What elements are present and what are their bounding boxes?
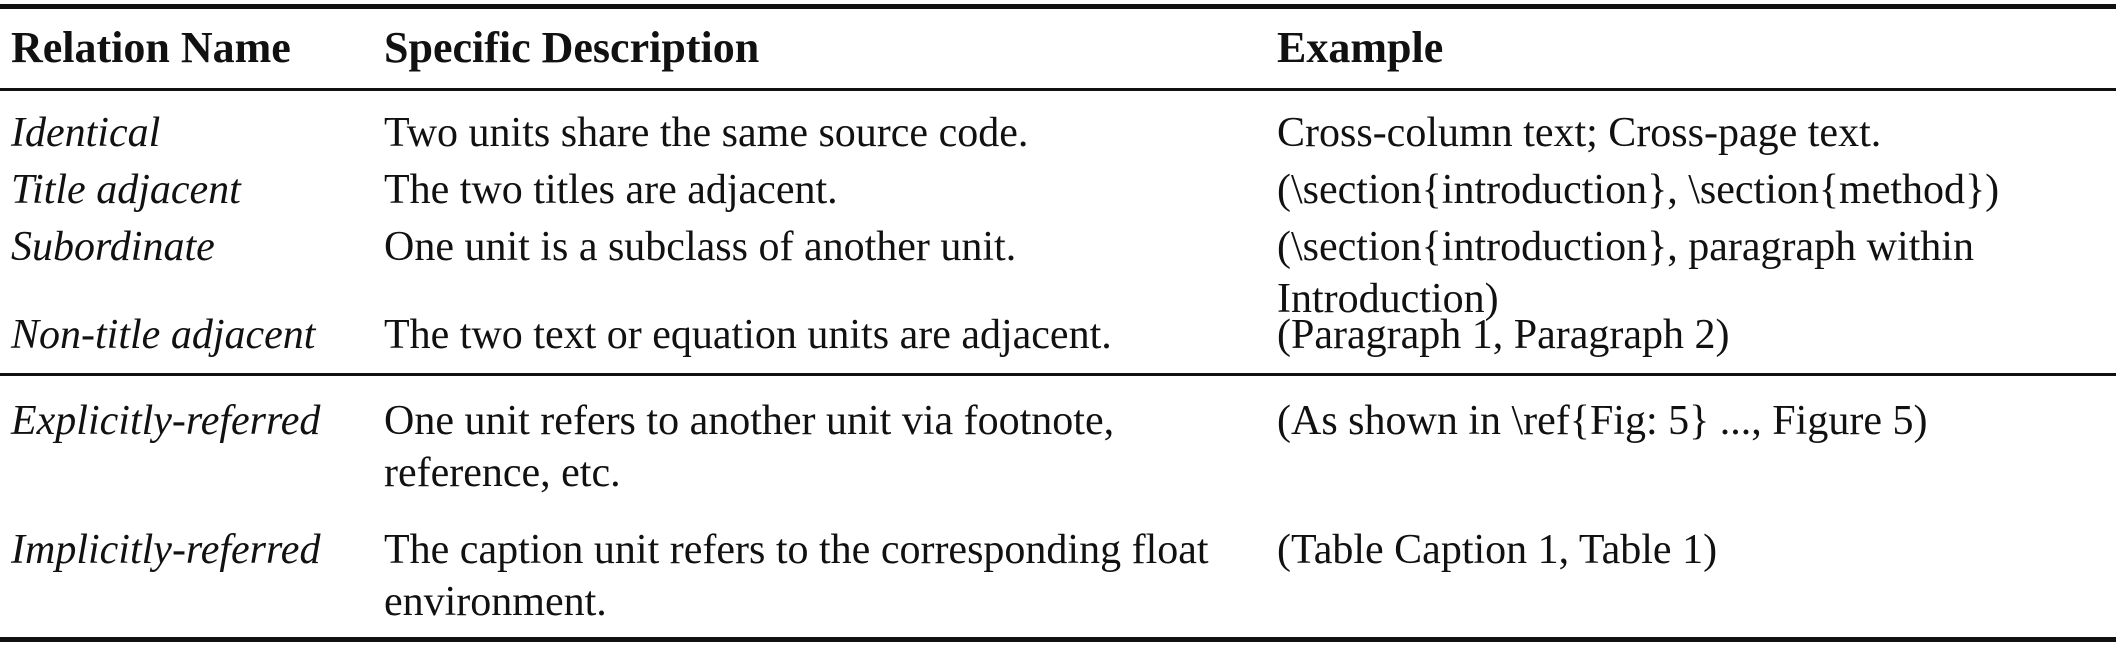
relation-name-cell: Implicitly-referred <box>11 527 321 573</box>
example-cell: (Table Caption 1, Table 1) <box>1277 527 1718 573</box>
description-cell: One unit is a subclass of another unit. <box>384 224 1017 270</box>
relation-name-cell: Non-title adjacent <box>11 312 316 358</box>
description-cell: One unit refers to another unit via foot… <box>384 398 1115 496</box>
example-cell: (As shown in \ref{Fig: 5} ..., Figure 5) <box>1277 398 1928 444</box>
table-bottom-rule <box>0 637 2116 642</box>
description-cell: The two text or equation units are adjac… <box>384 312 1112 358</box>
table-group-separator-rule <box>0 373 2116 376</box>
example-cell: Cross-column text; Cross-page text. <box>1277 110 1882 156</box>
table-top-rule <box>0 4 2116 9</box>
example-cell: (\section{introduction}, \section{method… <box>1277 167 2000 213</box>
header-example: Example <box>1277 23 1444 72</box>
example-cell: (Paragraph 1, Paragraph 2) <box>1277 312 1730 358</box>
relation-name-cell: Subordinate <box>11 224 215 270</box>
relation-name-cell: Explicitly-referred <box>11 398 321 444</box>
header-specific-description: Specific Description <box>384 23 760 72</box>
description-cell: The caption unit refers to the correspon… <box>384 527 1209 625</box>
header-relation-name: Relation Name <box>11 23 291 72</box>
relation-name-cell: Identical <box>11 110 161 156</box>
description-cell: Two units share the same source code. <box>384 110 1029 156</box>
table-header-rule <box>0 88 2116 91</box>
example-cell: (\section{introduction}, paragraph withi… <box>1277 224 1974 322</box>
relation-name-cell: Title adjacent <box>11 167 241 213</box>
description-cell: The two titles are adjacent. <box>384 167 838 213</box>
table-header-row: Relation Name Specific Description Examp… <box>0 18 2116 78</box>
